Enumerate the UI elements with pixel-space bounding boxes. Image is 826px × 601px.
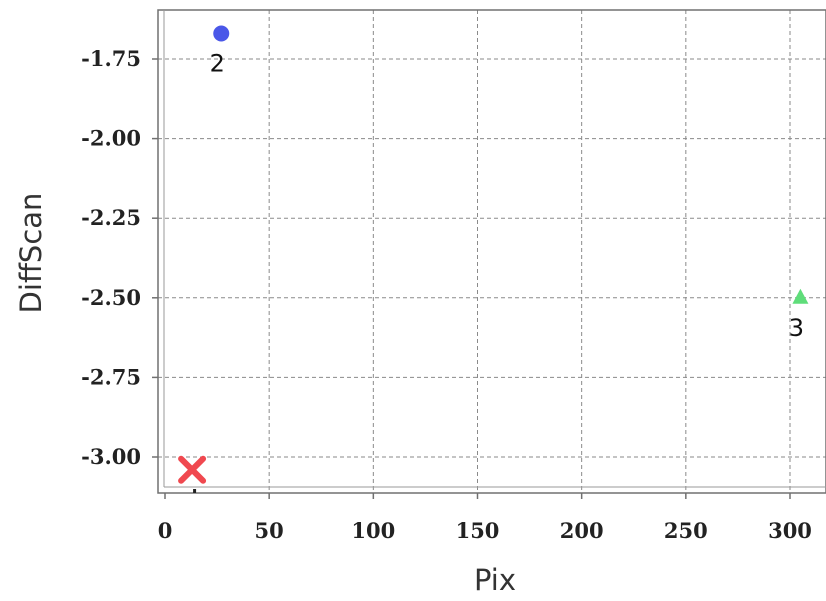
point-cross-marker xyxy=(178,455,207,484)
data-points: 23 xyxy=(178,25,809,493)
y-tick-label: -1.75 xyxy=(81,46,141,71)
point-label: 2 xyxy=(210,50,225,78)
y-tick-label: -2.25 xyxy=(81,205,141,230)
y-tick-label: -2.00 xyxy=(81,126,141,151)
x-axis-title: Pix xyxy=(474,563,516,597)
point-circle-marker xyxy=(213,25,230,42)
point-label: 3 xyxy=(789,314,804,342)
y-tick-label: -3.00 xyxy=(81,444,141,469)
y-axis-title: DiffScan xyxy=(14,193,48,314)
x-tick-label: 250 xyxy=(664,518,708,543)
grid xyxy=(158,10,826,493)
x-tick-label: 150 xyxy=(456,518,500,543)
x-tick-label: 50 xyxy=(255,518,284,543)
y-axis: -1.75 -2.00 -2.25 -2.50 -2.75 -3.00 xyxy=(81,46,158,469)
plot-border xyxy=(157,9,826,494)
x-axis: 0 50 100 150 200 250 300 xyxy=(158,493,812,543)
y-tick-label: -2.75 xyxy=(81,364,141,389)
x-tick-label: 100 xyxy=(351,518,395,543)
point-triangle-marker xyxy=(792,288,809,304)
x-tick-label: 200 xyxy=(560,518,604,543)
x-tick-label: 300 xyxy=(768,518,812,543)
x-tick-label: 0 xyxy=(158,518,173,543)
y-tick-label: -2.50 xyxy=(81,285,141,310)
plot-frame xyxy=(157,9,826,494)
point-baseline-tick xyxy=(193,489,197,493)
